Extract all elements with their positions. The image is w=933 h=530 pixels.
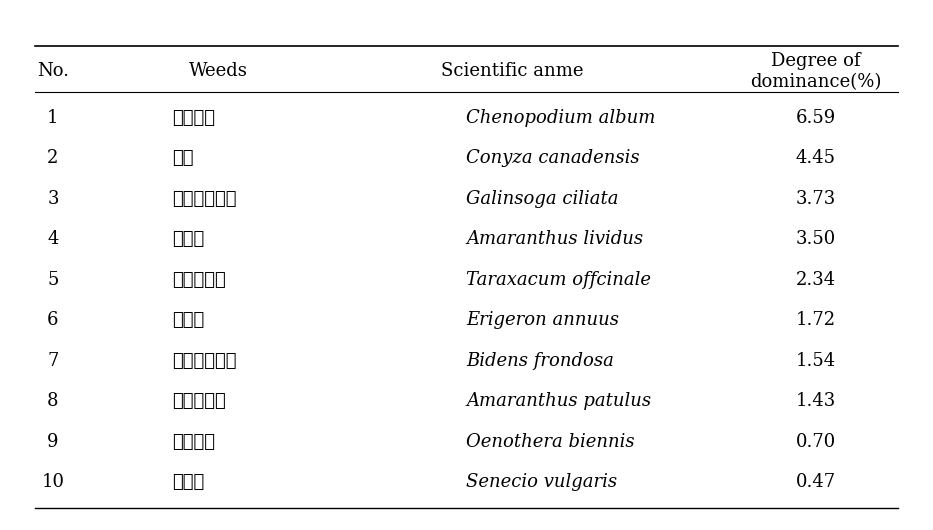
Text: 달맞이꽃: 달맞이꽃 (173, 432, 216, 450)
Text: 1.54: 1.54 (796, 351, 836, 369)
Text: Degree of
dominance(%): Degree of dominance(%) (750, 52, 882, 91)
Text: 4.45: 4.45 (796, 149, 836, 167)
Text: 10: 10 (41, 473, 64, 491)
Text: 망초: 망초 (173, 149, 194, 167)
Text: Galinsoga ciliata: Galinsoga ciliata (466, 190, 619, 208)
Text: 개망초: 개망초 (173, 311, 204, 329)
Text: 3.73: 3.73 (796, 190, 836, 208)
Text: 4: 4 (48, 230, 59, 248)
Text: 7: 7 (48, 351, 59, 369)
Text: Erigeron annuus: Erigeron annuus (466, 311, 620, 329)
Text: Chenopodium album: Chenopodium album (466, 109, 656, 127)
Text: 개쑥갓: 개쑥갓 (173, 473, 204, 491)
Text: 8: 8 (48, 392, 59, 410)
Text: 3.50: 3.50 (796, 230, 836, 248)
Text: Scientific anme: Scientific anme (441, 63, 584, 81)
Text: 1.43: 1.43 (796, 392, 836, 410)
Text: 1.72: 1.72 (796, 311, 836, 329)
Text: 서양민들레: 서양민들레 (173, 271, 226, 288)
Text: 2.34: 2.34 (796, 271, 836, 288)
Text: No.: No. (37, 63, 69, 81)
Text: 1: 1 (48, 109, 59, 127)
Text: 9: 9 (48, 432, 59, 450)
Text: 6.59: 6.59 (796, 109, 836, 127)
Text: 개비름: 개비름 (173, 230, 204, 248)
Text: 6: 6 (48, 311, 59, 329)
Text: 0.47: 0.47 (796, 473, 836, 491)
Text: Amaranthus patulus: Amaranthus patulus (466, 392, 651, 410)
Text: 5: 5 (48, 271, 59, 288)
Text: 2: 2 (48, 149, 59, 167)
Text: 털별꽃아재비: 털별꽃아재비 (173, 190, 237, 208)
Text: Amaranthus lividus: Amaranthus lividus (466, 230, 644, 248)
Text: 미국가막사리: 미국가막사리 (173, 351, 237, 369)
Text: Conyza canadensis: Conyza canadensis (466, 149, 640, 167)
Text: 가는털비름: 가는털비름 (173, 392, 226, 410)
Text: Oenothera biennis: Oenothera biennis (466, 432, 635, 450)
Text: 3: 3 (48, 190, 59, 208)
Text: Senecio vulgaris: Senecio vulgaris (466, 473, 618, 491)
Text: Weeds: Weeds (188, 63, 248, 81)
Text: 흰명아주: 흰명아주 (173, 109, 216, 127)
Text: Taraxacum offcinale: Taraxacum offcinale (466, 271, 651, 288)
Text: Bidens frondosa: Bidens frondosa (466, 351, 614, 369)
Text: 0.70: 0.70 (796, 432, 836, 450)
